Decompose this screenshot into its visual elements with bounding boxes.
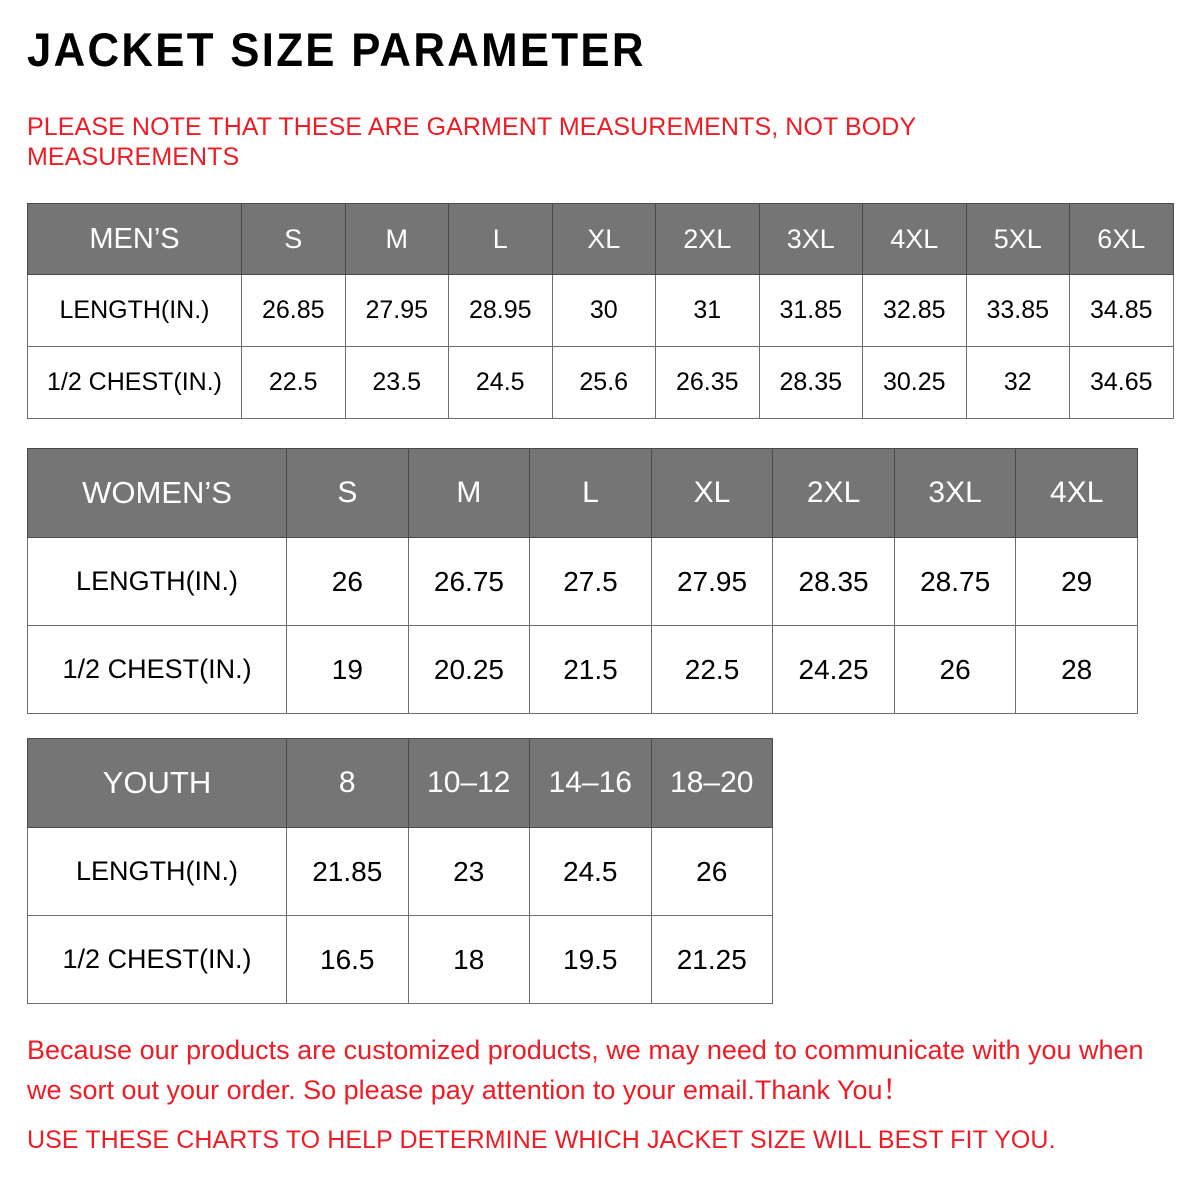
size-header-m: M (344, 203, 449, 275)
measurement-cell: 34.65 (1069, 346, 1174, 419)
measurement-cell: 28.75 (893, 537, 1017, 626)
size-header-2xl: 2XL (772, 448, 895, 538)
measurement-cell: 27.95 (650, 537, 774, 626)
table-row: 1/2 CHEST(IN.) 19 20.25 21.5 22.5 24.25 26 28 (26, 625, 1138, 714)
measurement-cell: 21.85 (286, 827, 409, 916)
measurement-cell: 26.35 (655, 346, 760, 419)
size-header-6xl: 6XL (1069, 203, 1174, 275)
measurement-cell: 23 (407, 827, 530, 916)
mens-size-table: MEN’S S M L XL 2XL 3XL 4XL 5XL 6XL LENGTH(IN.) 26.… (27, 203, 1174, 419)
measurement-cell: 26 (286, 537, 409, 626)
womens-table-body: LENGTH(IN.) 26 26.75 27.5 27.95 28.35 28.75 29 1… (26, 537, 1138, 714)
measurement-cell: 34.85 (1069, 274, 1174, 347)
measurement-cell: 26 (893, 625, 1017, 714)
size-header-l: L (448, 203, 553, 275)
womens-size-table: WOMEN’S S M L XL 2XL 3XL 4XL LENGTH(IN.) 26 26.75… (26, 448, 1138, 714)
size-header-s: S (286, 448, 409, 538)
row-label: 1/2 CHEST(IN.) (26, 625, 288, 714)
size-header-18-20: 18–20 (650, 738, 773, 828)
measurement-cell: 22.5 (650, 625, 774, 714)
size-header-8: 8 (286, 738, 409, 828)
size-header-3xl: 3XL (758, 203, 863, 275)
measurement-cell: 26.85 (241, 274, 346, 347)
measurement-cell: 26 (650, 827, 773, 916)
measurement-cell: 16.5 (286, 915, 409, 1004)
size-header-xl: XL (551, 203, 656, 275)
table-row: 1/2 CHEST(IN.) 22.5 23.5 24.5 25.6 26.35 28.35… (27, 346, 1174, 419)
measurement-cell: 29 (1015, 537, 1138, 626)
youth-table-title: YOUTH (27, 738, 287, 828)
measurement-cell: 24.25 (772, 625, 895, 714)
measurement-cell: 31 (655, 274, 760, 347)
size-header-4xl: 4XL (862, 203, 967, 275)
measurement-cell: 21.25 (650, 915, 773, 1004)
row-label: LENGTH(IN.) (27, 274, 242, 347)
table-header-row: WOMEN’S S M L XL 2XL 3XL 4XL (26, 448, 1138, 538)
measurement-cell: 30 (551, 274, 656, 347)
row-label: LENGTH(IN.) (27, 827, 287, 916)
measurement-cell: 31.85 (758, 274, 863, 347)
measurement-cell: 20.25 (407, 625, 531, 714)
youth-table-body: LENGTH(IN.) 21.85 23 24.5 26 1/2 CHEST(IN.) 16… (27, 827, 773, 1004)
measurement-cell: 26.75 (407, 537, 531, 626)
size-header-4xl: 4XL (1015, 448, 1138, 538)
measurement-cell: 28.35 (772, 537, 895, 626)
table-row: LENGTH(IN.) 26 26.75 27.5 27.95 28.35 28.75 29 (26, 537, 1138, 626)
youth-table-head: YOUTH 8 10–12 14–16 18–20 (27, 738, 773, 828)
measurement-cell: 27.95 (344, 274, 449, 347)
measurement-cell: 24.5 (448, 346, 553, 419)
measurement-cell: 30.25 (862, 346, 967, 419)
womens-table-head: WOMEN’S S M L XL 2XL 3XL 4XL (26, 448, 1138, 538)
measurement-cell: 28.35 (758, 346, 863, 419)
measurement-cell: 27.5 (529, 537, 652, 626)
table-row: 1/2 CHEST(IN.) 16.5 18 19.5 21.25 (27, 915, 773, 1004)
measurement-cell: 28 (1015, 625, 1138, 714)
youth-size-table: YOUTH 8 10–12 14–16 18–20 LENGTH(IN.) 21.85 23… (27, 738, 773, 1004)
measurement-cell: 22.5 (241, 346, 346, 419)
measurement-cell: 19 (286, 625, 409, 714)
measurement-cell: 25.6 (551, 346, 656, 419)
women-table-title: WOMEN’S (26, 448, 288, 538)
size-header-14-16: 14–16 (529, 738, 652, 828)
measurement-cell: 18 (407, 915, 530, 1004)
row-label: 1/2 CHEST(IN.) (27, 915, 287, 1004)
measurement-cell: 24.5 (529, 827, 652, 916)
page-title: JACKET SIZE PARAMETER (27, 23, 646, 76)
table-header-row: MEN’S S M L XL 2XL 3XL 4XL 5XL 6XL (27, 203, 1174, 275)
size-header-l: L (529, 448, 652, 538)
size-header-3xl: 3XL (893, 448, 1017, 538)
garment-measurement-note: PLEASE NOTE THAT THESE ARE GARMENT MEASU… (27, 113, 916, 171)
measurement-cell: 28.95 (448, 274, 553, 347)
size-header-xl: XL (650, 448, 774, 538)
mens-table-body: LENGTH(IN.) 26.85 27.95 28.95 30 31 31.85 32.85… (27, 274, 1174, 419)
chart-usage-notice: USE THESE CHARTS TO HELP DETERMINE WHICH… (27, 1126, 1056, 1154)
size-header-10-12: 10–12 (407, 738, 530, 828)
table-row: LENGTH(IN.) 21.85 23 24.5 26 (27, 827, 773, 916)
mens-table-head: MEN’S S M L XL 2XL 3XL 4XL 5XL 6XL (27, 203, 1174, 275)
size-header-s: S (241, 203, 346, 275)
table-header-row: YOUTH 8 10–12 14–16 18–20 (27, 738, 773, 828)
size-header-2xl: 2XL (655, 203, 760, 275)
size-header-5xl: 5XL (965, 203, 1070, 275)
customization-notice: Because our products are customized prod… (27, 1035, 1144, 1105)
row-label: 1/2 CHEST(IN.) (27, 346, 242, 419)
size-header-m: M (407, 448, 531, 538)
men-table-title: MEN’S (27, 203, 242, 275)
measurement-cell: 32.85 (862, 274, 967, 347)
table-row: LENGTH(IN.) 26.85 27.95 28.95 30 31 31.85 32.85… (27, 274, 1174, 347)
measurement-cell: 33.85 (965, 274, 1070, 347)
measurement-cell: 23.5 (344, 346, 449, 419)
measurement-cell: 32 (965, 346, 1070, 419)
measurement-cell: 21.5 (529, 625, 652, 714)
row-label: LENGTH(IN.) (26, 537, 288, 626)
measurement-cell: 19.5 (529, 915, 652, 1004)
